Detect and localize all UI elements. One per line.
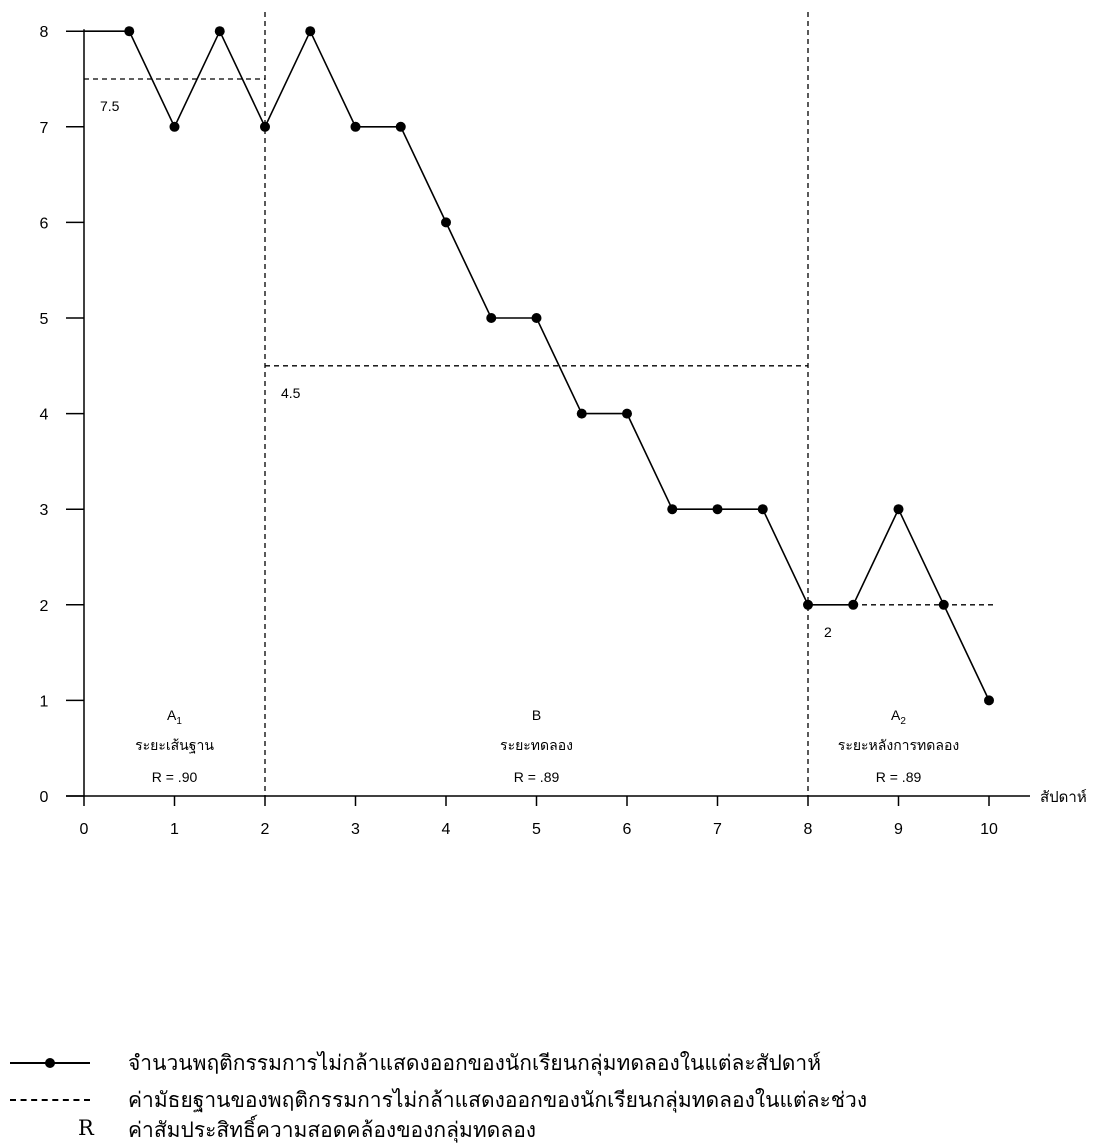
x-tick-label: 5 — [532, 821, 541, 838]
data-point — [803, 599, 813, 610]
data-point — [214, 26, 225, 37]
y-tick-label: 7 — [40, 120, 49, 137]
data-point — [260, 121, 270, 132]
data-series — [84, 26, 994, 706]
y-tick-label: 2 — [40, 598, 49, 615]
data-point — [350, 121, 361, 132]
data-point — [124, 26, 135, 37]
x-tick-label: 10 — [980, 821, 998, 838]
data-point — [531, 313, 542, 323]
y-tick-label: 8 — [40, 24, 49, 41]
phase-labels: A1 ระยะเส้นฐาน R = .90 B ระยะทดลอง R = .89 A2 ร… — [135, 707, 959, 785]
y-tick-label: 3 — [40, 502, 49, 519]
x-axis-label: สัปดาห์ — [1040, 788, 1087, 806]
data-point — [576, 408, 587, 419]
y-tick-label: 5 — [40, 311, 49, 328]
axes: 0 1 2 3 4 5 6 7 8 0 1 2 3 4 5 6 7 8 9 10 — [40, 24, 1030, 838]
data-point — [441, 217, 451, 228]
x-tick-label: 7 — [713, 821, 722, 838]
data-point — [848, 599, 859, 610]
phase-code-label: B — [532, 707, 541, 723]
phase-dividers — [264, 12, 809, 796]
data-point — [622, 408, 632, 419]
median-value-label: 2 — [824, 624, 832, 640]
y-tick-label: 4 — [40, 407, 49, 424]
phase-r-label: R = .89 — [514, 769, 560, 785]
x-tick-label: 3 — [351, 821, 360, 838]
data-point — [757, 504, 768, 515]
phase-r-label: R = .90 — [152, 769, 198, 785]
x-tick-label: 8 — [804, 821, 813, 838]
median-value-label: 4.5 — [281, 385, 301, 401]
x-tick-label: 0 — [80, 821, 89, 838]
phase-name-label: ระยะทดลอง — [500, 738, 573, 754]
phase-name-label: ระยะเส้นฐาน — [135, 738, 214, 754]
data-point — [667, 504, 678, 515]
x-tick-label: 6 — [623, 821, 632, 838]
phase-r-label: R = .89 — [876, 769, 922, 785]
phase-code-label: A1 — [167, 707, 182, 727]
data-point — [486, 313, 497, 323]
y-tick-label: 1 — [40, 693, 49, 710]
median-value-label: 7.5 — [100, 98, 120, 114]
x-tick-label: 9 — [894, 821, 903, 838]
median-lines: 7.5 4.5 2 — [84, 78, 994, 640]
data-point — [938, 599, 949, 610]
x-tick-label: 1 — [170, 821, 179, 838]
x-tick-label: 2 — [261, 821, 270, 838]
x-tick-label: 4 — [442, 821, 451, 838]
data-point — [395, 121, 406, 132]
data-point — [712, 504, 723, 515]
data-point — [305, 26, 316, 37]
y-tick-label: 6 — [40, 215, 49, 232]
phase-code-label: A2 — [891, 707, 906, 727]
y-tick-label: 0 — [40, 789, 49, 806]
data-point — [984, 695, 994, 706]
data-point — [893, 504, 904, 515]
data-point — [169, 121, 180, 132]
phase-name-label: ระยะหลังการทดลอง — [838, 738, 959, 754]
